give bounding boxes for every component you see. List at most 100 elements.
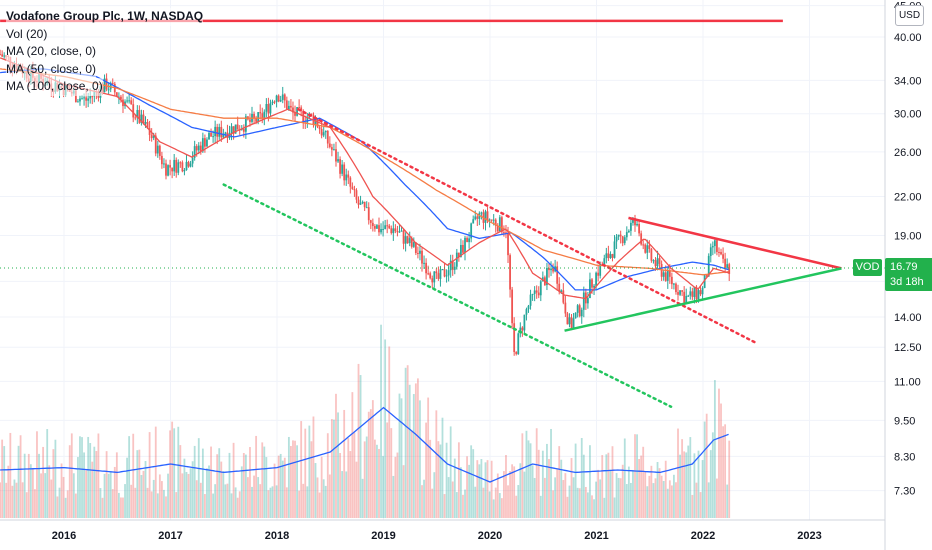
candle-body xyxy=(330,147,333,150)
volume-bar xyxy=(687,445,690,518)
volume-bar xyxy=(455,492,458,518)
candle-body xyxy=(193,146,196,158)
volume-bar xyxy=(179,445,182,518)
candle-body xyxy=(603,258,606,265)
candle-body xyxy=(576,305,579,313)
volume-bar xyxy=(480,459,483,518)
volume-bar xyxy=(287,436,290,518)
volume-bar xyxy=(72,473,75,518)
candle-body xyxy=(673,283,675,285)
candle-body xyxy=(138,110,141,123)
volume-bar xyxy=(716,478,718,518)
volume-bar xyxy=(238,491,241,518)
bar-countdown: 3d 18h xyxy=(890,276,924,288)
legend-vol[interactable]: Vol (20) xyxy=(6,25,48,43)
candle-body xyxy=(160,155,163,165)
volume-bar xyxy=(664,460,667,518)
volume-bar xyxy=(132,433,135,518)
candle-body xyxy=(638,223,640,234)
volume-bar xyxy=(437,441,440,518)
volume-bar xyxy=(320,456,323,518)
volume-bar xyxy=(666,488,669,518)
candle-body xyxy=(646,245,649,253)
candle-body xyxy=(353,189,356,191)
volume-bar xyxy=(357,363,360,518)
volume-bar xyxy=(187,473,190,518)
volume-bar xyxy=(341,471,344,518)
time-tick-label: 2021 xyxy=(584,530,608,542)
volume-bar xyxy=(328,474,331,518)
candle-body xyxy=(357,199,360,205)
candle-body xyxy=(605,253,608,259)
price-tick-label: 11.00 xyxy=(894,376,921,388)
volume-bar xyxy=(728,440,731,518)
volume-bar xyxy=(689,437,692,518)
candle-body xyxy=(548,268,550,271)
volume-bar xyxy=(52,449,55,518)
volume-bar xyxy=(627,466,630,518)
candle-body xyxy=(408,238,411,244)
currency-badge[interactable]: USD xyxy=(895,5,924,26)
volume-bar xyxy=(224,484,227,518)
time-tick-label: 2023 xyxy=(797,530,821,542)
candle-body xyxy=(279,99,282,102)
candle-body xyxy=(437,273,440,279)
volume-bar xyxy=(679,454,681,518)
volume-bar xyxy=(117,492,120,518)
candle-body xyxy=(462,244,464,253)
symbol-title[interactable]: Vodafone Group Plc, 1W, NASDAQ xyxy=(6,8,204,26)
candle-body xyxy=(644,244,647,253)
volume-bar xyxy=(402,465,405,518)
candle-body xyxy=(232,126,235,134)
volume-bar xyxy=(623,438,626,518)
candle-body xyxy=(85,97,88,101)
volume-bar xyxy=(443,494,446,518)
volume-bar xyxy=(408,384,411,518)
falling-resistance-trendline xyxy=(297,108,758,345)
candle-body xyxy=(619,234,622,237)
volume-bar xyxy=(247,477,249,518)
volume-bar xyxy=(353,432,356,518)
legend-ma100[interactable]: MA (100, close, 0) xyxy=(6,78,103,96)
volume-bar xyxy=(632,470,634,518)
candle-body xyxy=(627,230,630,233)
candle-body xyxy=(423,262,425,264)
candle-body xyxy=(275,95,278,102)
legend-ma50[interactable]: MA (50, close, 0) xyxy=(6,60,97,78)
candle-body xyxy=(453,266,456,270)
candle-body xyxy=(496,225,499,232)
volume-bar xyxy=(326,433,329,518)
volume-bar xyxy=(158,474,161,518)
candle-body xyxy=(445,275,448,277)
volume-bar xyxy=(531,465,534,518)
candle-body xyxy=(457,252,460,258)
candle-body xyxy=(89,96,92,99)
candle-body xyxy=(425,262,427,274)
candle-body xyxy=(197,145,200,151)
volume-bar xyxy=(230,493,233,518)
volume-bar xyxy=(419,400,421,518)
volume-bar xyxy=(189,468,192,518)
candle-body xyxy=(343,164,346,181)
volume-bar xyxy=(17,445,20,518)
volume-bar xyxy=(97,433,100,518)
candle-body xyxy=(384,225,387,229)
candle-body xyxy=(589,279,591,299)
candle-body xyxy=(269,103,272,114)
volume-bar xyxy=(1,439,4,518)
volume-bar xyxy=(554,477,557,518)
volume-bar xyxy=(517,485,520,518)
candle-body xyxy=(414,242,417,253)
legend-ma20[interactable]: MA (20, close, 0) xyxy=(6,43,97,61)
candle-body xyxy=(298,107,301,109)
ma100-line xyxy=(0,68,729,291)
candle-body xyxy=(718,251,720,253)
volume-bar xyxy=(228,452,231,518)
candle-body xyxy=(175,159,178,173)
candle-body xyxy=(724,258,727,268)
candle-body xyxy=(74,90,77,103)
candle-body xyxy=(234,124,237,134)
volume-bar xyxy=(232,442,235,518)
volume-bar xyxy=(611,446,614,518)
